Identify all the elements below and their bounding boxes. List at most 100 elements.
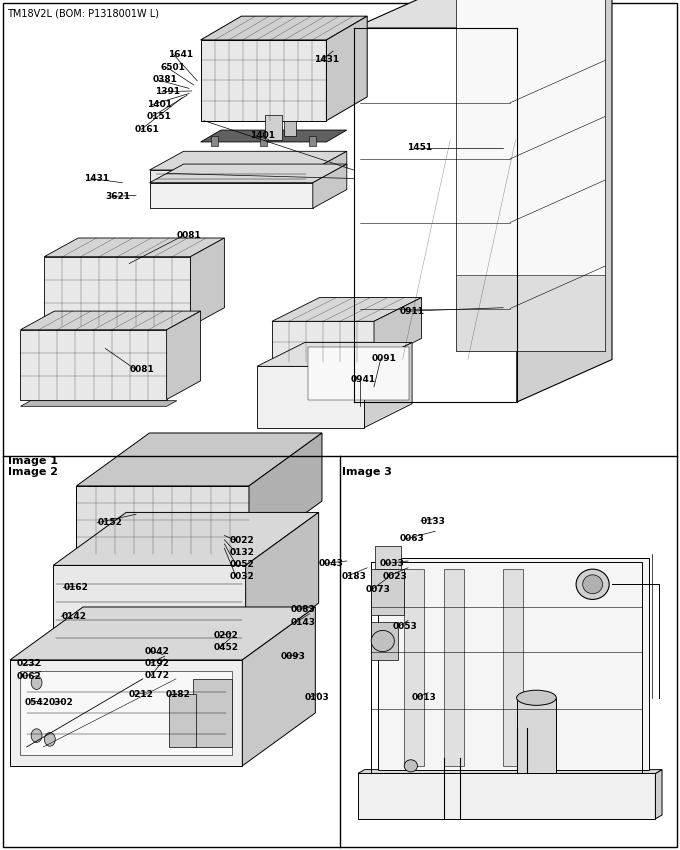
Text: 0103: 0103: [305, 693, 329, 701]
Polygon shape: [44, 238, 224, 257]
Polygon shape: [404, 570, 424, 766]
Text: 0033: 0033: [379, 559, 404, 568]
Text: 0091: 0091: [372, 354, 397, 363]
Text: 0212: 0212: [129, 690, 154, 699]
Polygon shape: [272, 321, 374, 362]
Polygon shape: [374, 298, 422, 362]
Circle shape: [31, 728, 42, 742]
Text: 0093: 0093: [281, 652, 306, 660]
Text: 0053: 0053: [393, 622, 418, 631]
Text: 0073: 0073: [366, 586, 391, 594]
Polygon shape: [378, 558, 649, 769]
Polygon shape: [503, 570, 523, 766]
Polygon shape: [20, 330, 167, 400]
Polygon shape: [517, 0, 612, 402]
Polygon shape: [150, 170, 313, 187]
Text: 0232: 0232: [16, 660, 41, 668]
Text: 0202: 0202: [214, 632, 238, 640]
Polygon shape: [313, 151, 347, 187]
Polygon shape: [354, 0, 612, 28]
Bar: [211, 136, 218, 146]
Text: 0063: 0063: [399, 535, 424, 543]
Bar: [249, 649, 254, 664]
Ellipse shape: [583, 575, 602, 594]
Polygon shape: [20, 672, 233, 755]
Text: 0452: 0452: [214, 643, 239, 652]
Polygon shape: [150, 164, 347, 183]
Polygon shape: [364, 343, 412, 428]
Text: 0142: 0142: [61, 612, 86, 620]
Polygon shape: [456, 0, 605, 351]
Text: 1391: 1391: [155, 88, 180, 96]
Text: 0083: 0083: [291, 605, 316, 614]
Bar: [284, 121, 296, 136]
Polygon shape: [167, 311, 201, 399]
Text: 6501: 6501: [160, 63, 186, 71]
Polygon shape: [358, 769, 662, 774]
Polygon shape: [375, 547, 401, 570]
Text: 1401: 1401: [147, 100, 172, 109]
Ellipse shape: [404, 760, 418, 772]
Polygon shape: [257, 343, 412, 366]
Polygon shape: [444, 570, 464, 766]
Text: 0911: 0911: [400, 307, 425, 315]
Ellipse shape: [517, 690, 556, 706]
Text: 0161: 0161: [135, 125, 160, 133]
Polygon shape: [10, 607, 316, 660]
Polygon shape: [53, 565, 245, 656]
Ellipse shape: [371, 631, 394, 652]
Text: 0381: 0381: [152, 76, 177, 84]
Text: Image 3: Image 3: [342, 467, 392, 477]
Polygon shape: [150, 183, 313, 208]
Text: 0302: 0302: [48, 698, 73, 706]
Polygon shape: [245, 513, 319, 656]
Text: 0052: 0052: [230, 560, 254, 569]
Text: 0132: 0132: [230, 548, 255, 557]
Text: 0081: 0081: [177, 231, 201, 240]
Text: 1641: 1641: [168, 50, 193, 59]
Text: 0941: 0941: [351, 375, 376, 383]
Polygon shape: [76, 554, 249, 573]
Polygon shape: [313, 164, 347, 208]
Polygon shape: [76, 433, 322, 486]
Polygon shape: [190, 238, 224, 326]
Text: TM18V2L (BOM: P1318001W L): TM18V2L (BOM: P1318001W L): [7, 8, 159, 19]
Bar: [265, 115, 282, 140]
Polygon shape: [192, 679, 233, 747]
Polygon shape: [20, 311, 201, 330]
Polygon shape: [371, 570, 404, 615]
Text: 0133: 0133: [421, 517, 446, 525]
Text: 0032: 0032: [230, 572, 254, 581]
Text: 0042: 0042: [145, 647, 170, 655]
Polygon shape: [308, 347, 409, 399]
Polygon shape: [201, 40, 326, 121]
Circle shape: [44, 733, 55, 746]
Text: 0062: 0062: [16, 672, 41, 681]
Text: 0192: 0192: [145, 659, 170, 667]
Polygon shape: [150, 151, 347, 170]
Text: 0542: 0542: [24, 698, 50, 706]
Polygon shape: [20, 400, 177, 406]
Bar: [309, 136, 316, 146]
Polygon shape: [517, 698, 556, 774]
Polygon shape: [249, 433, 322, 554]
Polygon shape: [257, 366, 364, 428]
Text: 0151: 0151: [147, 112, 172, 121]
Text: 0182: 0182: [165, 690, 190, 699]
Text: 0183: 0183: [341, 572, 367, 581]
Text: 3621: 3621: [105, 192, 131, 201]
Text: 1431: 1431: [84, 174, 109, 183]
Text: 0043: 0043: [318, 559, 343, 568]
Text: Image 1: Image 1: [8, 456, 58, 467]
Text: 0152: 0152: [97, 518, 122, 527]
Text: Image 2: Image 2: [8, 467, 58, 477]
Polygon shape: [326, 16, 367, 121]
Polygon shape: [456, 275, 605, 351]
Text: 0023: 0023: [382, 572, 407, 581]
Polygon shape: [371, 622, 398, 660]
Polygon shape: [201, 130, 347, 142]
Polygon shape: [169, 694, 196, 747]
Ellipse shape: [576, 570, 609, 599]
Polygon shape: [242, 607, 316, 766]
Text: 0143: 0143: [291, 618, 316, 626]
